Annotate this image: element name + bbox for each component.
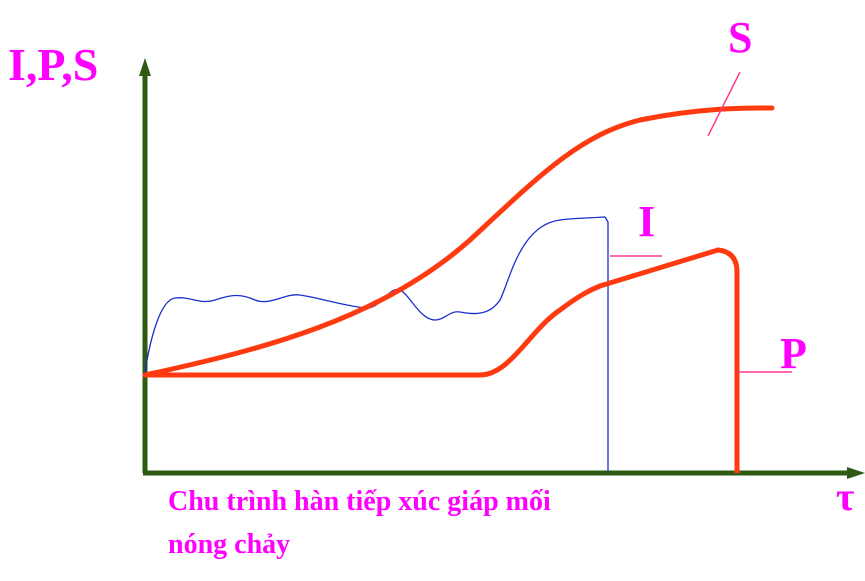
s-curve bbox=[142, 105, 775, 378]
p-label: P bbox=[780, 329, 807, 378]
y-axis-arrow bbox=[139, 58, 151, 76]
y-axis-label: I,P,S bbox=[8, 39, 98, 90]
current-curve bbox=[144, 216, 609, 473]
pressure-curve bbox=[145, 247, 740, 473]
x-axis-arrow bbox=[847, 467, 865, 479]
s-label: S bbox=[728, 13, 752, 62]
s-leader bbox=[707, 71, 741, 137]
i-label: I bbox=[638, 197, 655, 246]
caption-line: Chu trình hàn tiếp xúc giáp mối bbox=[168, 486, 551, 517]
x-axis-label: τ bbox=[836, 474, 854, 519]
caption-line: nóng chảy bbox=[168, 529, 290, 560]
